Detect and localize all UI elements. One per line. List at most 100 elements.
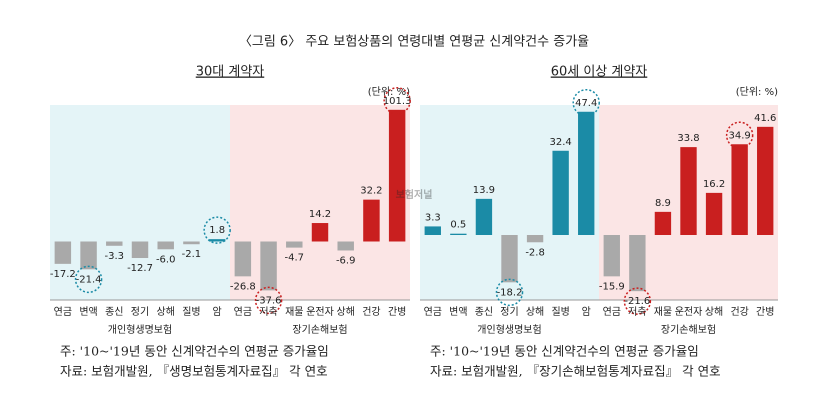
value-label: 34.9 (729, 130, 751, 141)
value-label: 33.8 (677, 133, 699, 144)
bar (450, 233, 467, 235)
category-label: 연금 (603, 306, 621, 318)
chart-subtitle: 60세 이상 계약자 (551, 65, 648, 80)
value-label: -18.2 (497, 287, 523, 298)
bar (106, 241, 123, 246)
highlight-circle (495, 278, 524, 307)
value-label: 101.3 (383, 96, 412, 107)
value-label: -6.9 (336, 255, 356, 266)
category-label: 변액 (79, 306, 97, 318)
category-label: 간병 (388, 306, 406, 318)
bar (680, 147, 697, 235)
group-label: 개인형생명보험 (477, 324, 541, 336)
value-label: 32.4 (550, 137, 572, 148)
highlight-circle (203, 216, 231, 244)
category-label: 연금 (424, 306, 442, 318)
life-background (50, 105, 230, 300)
bar (526, 235, 544, 243)
bar (475, 198, 493, 235)
bar (157, 241, 174, 250)
group-label: 장기손해보험 (292, 323, 347, 336)
value-label: 41.6 (754, 113, 776, 124)
bar (286, 241, 303, 248)
value-label: 0.5 (450, 220, 466, 231)
category-label: 연금 (234, 306, 252, 318)
group-label: 개인형생명보험 (108, 324, 172, 336)
category-label: 정기 (500, 306, 518, 318)
value-label: 13.9 (473, 185, 495, 196)
note: 자료: 보험개발원, 『장기손해보험통계자료집』 각 연호 (430, 364, 721, 379)
bar (705, 192, 723, 235)
note: 주: '10~'19년 동안 신계약건수의 연평균 증가율임 (430, 344, 699, 359)
value-label: -21.4 (76, 274, 102, 285)
bar (54, 241, 72, 264)
value-label: -17.2 (50, 269, 76, 280)
value-label: 1.8 (209, 225, 225, 236)
value-label: -6.0 (156, 254, 176, 265)
category-label: 암 (582, 306, 591, 318)
highlight-circle (623, 287, 652, 315)
note: 주: '10~'19년 동안 신계약건수의 연평균 증가율임 (60, 344, 329, 359)
category-label: 저축 (628, 306, 646, 318)
highlight-circle (74, 265, 103, 294)
category-label: 종신 (105, 306, 123, 318)
category-label: 변액 (449, 306, 467, 318)
category-label: 운전자 (306, 306, 334, 318)
value-label: 8.9 (655, 198, 671, 209)
value-label: -15.9 (599, 281, 625, 292)
bar (337, 241, 354, 251)
value-label: -4.7 (285, 253, 305, 264)
value-label: 32.2 (360, 186, 382, 197)
highlight-circle (725, 121, 754, 150)
bar (629, 235, 646, 292)
note: 자료: 보험개발원, 『생명보험통계자료집』 각 연호 (60, 364, 328, 379)
highlight-circle (254, 286, 283, 315)
value-label: -3.3 (105, 251, 125, 262)
bar (501, 235, 518, 283)
figure-title: 〈그림 6〉 주요 보험상품의 연령대별 연평균 신계약건수 증가율 (239, 35, 589, 50)
category-label: 재물 (285, 306, 303, 318)
category-label: 건강 (362, 306, 380, 318)
value-label: -2.1 (182, 249, 202, 260)
bar (578, 111, 595, 235)
category-label: 정기 (131, 306, 149, 318)
highlight-circle (383, 87, 411, 115)
bar (260, 241, 277, 291)
bar (311, 223, 329, 242)
value-label: 47.4 (575, 98, 597, 109)
category-label: 연금 (54, 306, 72, 318)
category-label: 운전자 (675, 306, 703, 318)
category-label: 저축 (259, 306, 277, 318)
value-label: -2.8 (525, 247, 545, 258)
category-label: 질병 (551, 306, 569, 318)
category-label: 간병 (756, 306, 774, 318)
category-label: 상해 (157, 305, 175, 318)
bar (208, 239, 226, 242)
bar (80, 241, 97, 270)
category-label: 상해 (705, 305, 723, 318)
category-label: 질병 (182, 306, 200, 318)
bar (131, 241, 149, 259)
value-label: 3.3 (425, 212, 441, 223)
value-label: 14.2 (309, 209, 331, 220)
category-label: 재물 (654, 306, 672, 318)
category-label: 상해 (337, 305, 355, 318)
unit-label: (단위: %) (736, 85, 778, 98)
bar (388, 109, 406, 242)
bar (731, 144, 748, 235)
bar (424, 226, 441, 235)
value-label: -26.8 (230, 281, 256, 292)
category-label: 암 (213, 306, 222, 318)
value-label: 16.2 (703, 179, 725, 190)
category-label: 건강 (730, 306, 748, 318)
value-label: -21.6 (624, 296, 650, 307)
unit-label: (단위: %) (368, 85, 410, 98)
category-label: 상해 (526, 305, 544, 318)
bar (234, 241, 252, 277)
watermark: 보험저널 (396, 188, 433, 201)
bar (654, 211, 672, 235)
bar (183, 241, 200, 245)
value-label: -12.7 (127, 263, 153, 274)
bar (552, 150, 569, 235)
